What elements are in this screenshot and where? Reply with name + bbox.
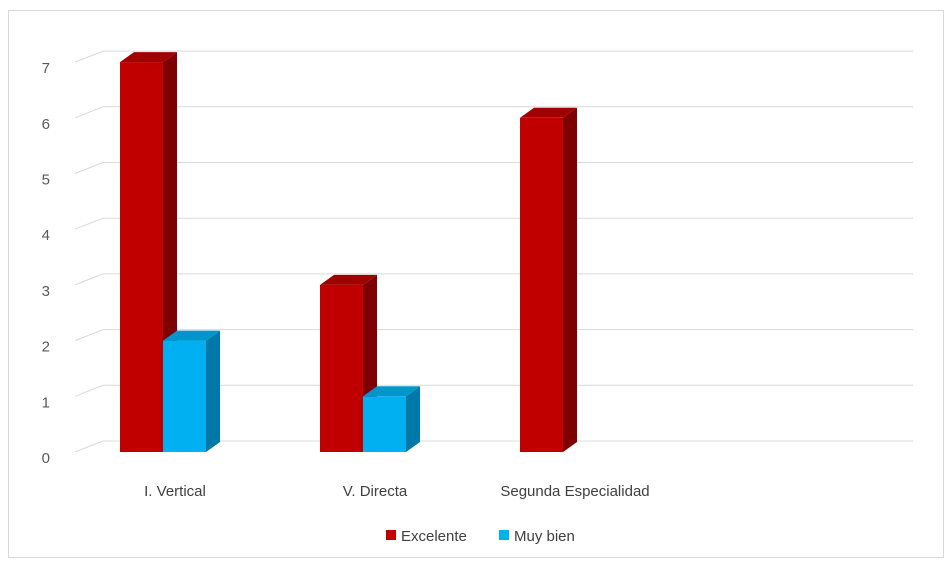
bar-top	[363, 386, 420, 397]
gridline-diagonal	[74, 440, 104, 453]
gridline-diagonal	[74, 384, 104, 397]
bar-side	[206, 330, 220, 452]
y-tick-label: 4	[42, 227, 50, 244]
x-category-label: Segunda Especialidad	[500, 483, 649, 500]
gridline-diagonal	[74, 329, 104, 342]
bar-muy-bien	[163, 340, 206, 452]
bar-side	[563, 107, 577, 453]
legend-label: Muy bien	[514, 528, 575, 545]
x-category-label: V. Directa	[343, 483, 408, 500]
y-tick-label: 1	[42, 394, 50, 411]
y-tick-label: 2	[42, 339, 50, 356]
y-tick-label: 5	[42, 172, 50, 189]
legend: Excelente Muy bien	[386, 528, 575, 545]
bar-side	[406, 386, 420, 452]
bar-excelente	[520, 117, 563, 453]
x-axis: I. Vertical V. Directa Segunda Especialida…	[144, 483, 650, 500]
gridline-diagonal	[74, 217, 104, 230]
y-tick-label: 7	[42, 60, 50, 77]
bar-top	[120, 52, 177, 63]
bar-excelente	[320, 284, 363, 452]
legend-label: Excelente	[401, 528, 467, 545]
bars	[120, 52, 577, 453]
bar-muy-bien	[363, 396, 406, 452]
gridline-diagonal	[74, 273, 104, 286]
bar-excelente	[120, 62, 163, 452]
x-category-label: I. Vertical	[144, 483, 206, 500]
bar-top	[520, 107, 577, 118]
gridline-diagonal	[74, 162, 104, 174]
bar-top	[320, 274, 377, 285]
gridline-diagonal	[74, 50, 104, 63]
y-tick-label: 6	[42, 116, 50, 133]
y-tick-label: 0	[42, 450, 50, 467]
legend-swatch	[499, 530, 509, 540]
legend-swatch	[386, 530, 396, 540]
gridlines	[74, 50, 913, 453]
bar-top	[163, 330, 220, 341]
gridline-diagonal	[74, 106, 104, 119]
y-axis: 0 1 2 3 4 5 6 7	[42, 60, 50, 467]
y-tick-label: 3	[42, 283, 50, 300]
